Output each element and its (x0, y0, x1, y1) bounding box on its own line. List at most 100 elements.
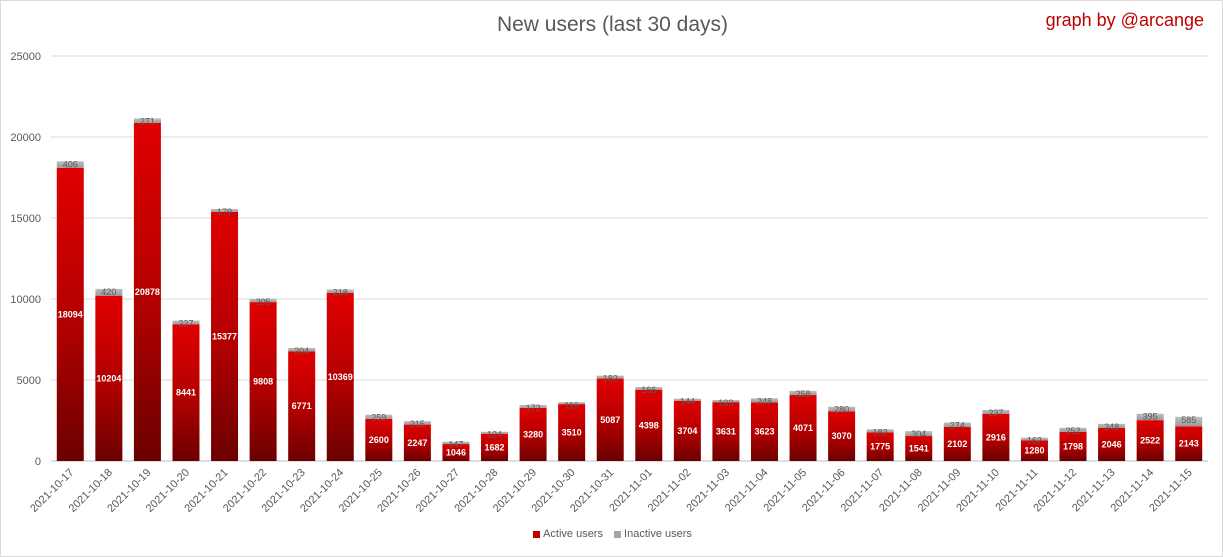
data-label-inactive: 252 (1066, 426, 1081, 436)
bar-inactive-users (982, 409, 1010, 414)
bar-active-users (403, 424, 431, 461)
data-label-active: 3623 (754, 427, 774, 437)
data-label-active: 1280 (1024, 446, 1044, 456)
legend-label-inactive: Inactive users (624, 528, 692, 540)
data-label-active: 1541 (909, 444, 929, 454)
data-label-inactive: 585 (1181, 415, 1196, 425)
bar-active-users (905, 436, 933, 461)
chart-title: New users (last 30 days) (496, 13, 729, 36)
y-tick-label: 5000 (17, 375, 41, 387)
data-label-inactive: 271 (140, 116, 155, 126)
bar-active-users (596, 378, 624, 461)
data-label-inactive: 172 (526, 403, 541, 413)
bar-inactive-users (56, 161, 84, 168)
legend: Active users Inactive users (1, 528, 1223, 541)
bar-inactive-users (365, 414, 393, 419)
data-label-inactive: 204 (294, 346, 309, 356)
bar-inactive-users (1175, 416, 1203, 427)
y-tick-label: 25000 (10, 51, 41, 63)
data-label-inactive: 116 (564, 400, 578, 410)
data-label-inactive: 248 (1104, 422, 1119, 432)
y-tick-label: 10000 (10, 294, 41, 306)
data-label-active: 6771 (292, 401, 312, 411)
data-label-active: 2522 (1140, 436, 1160, 446)
data-label-inactive: 182 (603, 374, 618, 384)
bar-inactive-users (172, 320, 200, 325)
bar-inactive-users (1136, 413, 1164, 421)
data-label-active: 3070 (832, 431, 852, 441)
bar-inactive-users (828, 406, 856, 412)
data-label-active: 1798 (1063, 441, 1083, 451)
bar-active-users (1059, 431, 1087, 461)
bar-inactive-users (635, 387, 663, 390)
legend-label-active: Active users (543, 528, 603, 540)
data-label-inactive: 274 (950, 421, 965, 431)
bar-active-users (288, 351, 316, 461)
bar-inactive-users (558, 402, 586, 405)
legend-swatch-active (533, 530, 541, 538)
bar-inactive-users (249, 298, 277, 303)
bar-active-users (211, 211, 239, 461)
bar-inactive-users (403, 421, 431, 425)
data-label-inactive: 248 (757, 396, 772, 406)
bar-inactive-users (519, 405, 547, 408)
bar-active-users (558, 404, 586, 461)
data-label-active: 2600 (369, 435, 389, 445)
bar-inactive-users (133, 118, 161, 123)
bar-active-users (828, 411, 856, 461)
data-label-inactive: 162 (1027, 436, 1042, 446)
bar-inactive-users (905, 431, 933, 437)
data-label-active: 10369 (328, 372, 353, 382)
data-label-active: 9808 (253, 377, 273, 387)
data-label-active: 1046 (446, 448, 466, 458)
data-label-inactive: 218 (333, 287, 348, 297)
bar-inactive-users (326, 289, 354, 294)
bar-active-users (943, 426, 971, 461)
legend-swatch-inactive (614, 530, 622, 538)
data-label-active: 15377 (212, 331, 237, 341)
bar-active-users (249, 302, 277, 461)
data-label-inactive: 215 (410, 419, 425, 429)
data-label-active: 2247 (407, 438, 427, 448)
bar-active-users (635, 389, 663, 461)
data-label-active: 10204 (96, 373, 121, 383)
data-label-inactive: 227 (178, 319, 193, 329)
bar-inactive-users (95, 288, 123, 296)
data-label-inactive: 406 (63, 159, 78, 169)
bar-active-users (750, 402, 778, 461)
data-label-inactive: 179 (217, 207, 232, 217)
bar-active-users (481, 433, 509, 461)
data-label-active: 3510 (562, 428, 582, 438)
data-label-active: 4071 (793, 423, 813, 433)
bar-inactive-users (288, 348, 316, 352)
data-label-active: 1682 (485, 442, 505, 452)
bar-inactive-users (596, 375, 624, 379)
bar-active-users (365, 418, 393, 461)
bar-inactive-users (1059, 427, 1087, 432)
y-tick-label: 20000 (10, 132, 41, 144)
bar-inactive-users (673, 398, 701, 401)
legend-item-active: Active users (533, 528, 603, 540)
data-label-active: 3280 (523, 429, 543, 439)
data-label-active: 18094 (58, 309, 83, 319)
bar-inactive-users (712, 400, 740, 403)
bar-inactive-users (866, 429, 894, 433)
data-label-inactive: 395 (1143, 412, 1158, 422)
bar-active-users (673, 400, 701, 461)
data-label-inactive: 258 (796, 389, 811, 399)
bar-inactive-users (750, 398, 778, 403)
data-label-active: 20878 (135, 287, 160, 297)
data-label-active: 2102 (947, 439, 967, 449)
bar-inactive-users (211, 208, 239, 212)
bar-inactive-users (1098, 423, 1126, 428)
bar-active-users (95, 295, 123, 461)
bar-inactive-users (442, 441, 470, 445)
chart-credit: graph by @arcange (1045, 10, 1204, 30)
y-tick-label: 0 (35, 456, 41, 468)
data-label-active: 3704 (677, 426, 697, 436)
data-label-inactive: 124 (487, 430, 502, 440)
data-label-active: 2143 (1179, 439, 1199, 449)
data-label-inactive: 144 (680, 397, 695, 407)
